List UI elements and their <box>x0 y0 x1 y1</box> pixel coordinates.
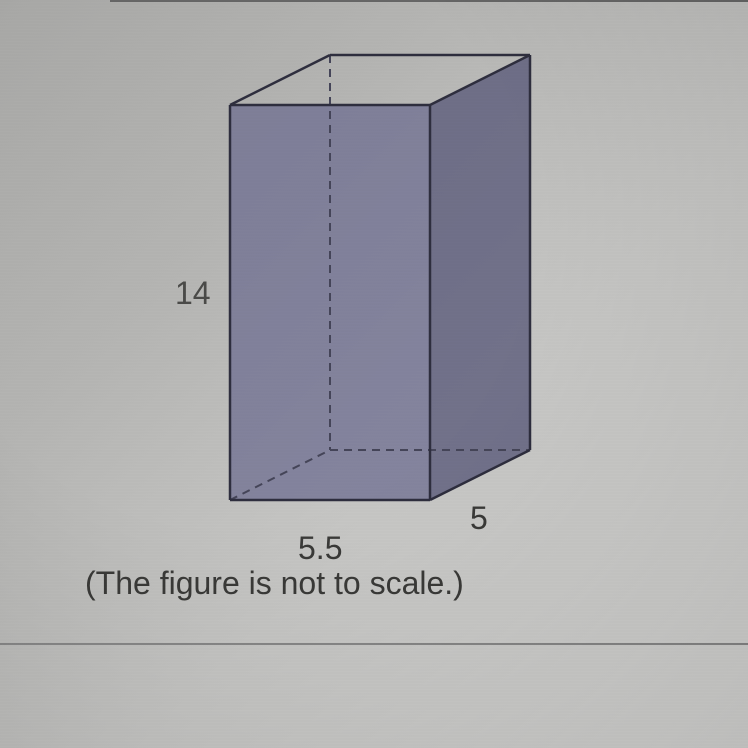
prism-right-face <box>430 55 530 500</box>
width-label: 5.5 <box>298 530 342 567</box>
figure-container: 14 5.5 5 (The figure is not to scale.) <box>0 0 748 748</box>
depth-label: 5 <box>470 500 488 537</box>
top-divider-line <box>110 0 748 2</box>
prism-top-left-depth-edge <box>230 55 330 105</box>
figure-caption: (The figure is not to scale.) <box>85 565 464 602</box>
height-label: 14 <box>175 275 211 312</box>
bottom-divider-line <box>0 643 748 645</box>
rectangular-prism-diagram <box>200 30 560 530</box>
